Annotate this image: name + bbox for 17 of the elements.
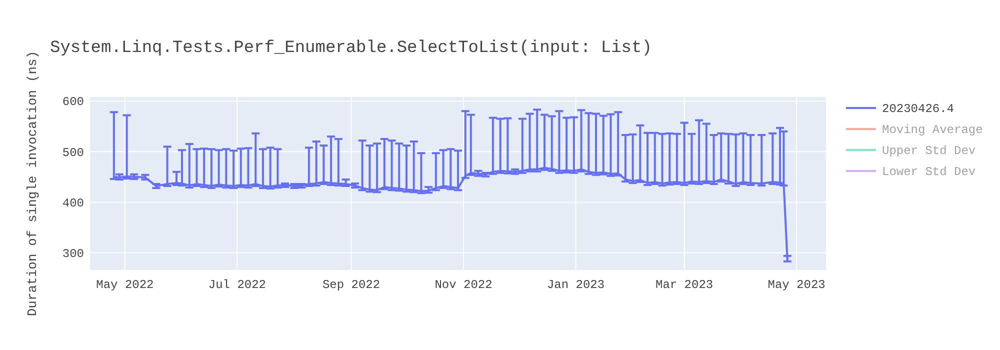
x-tick-label: May 2023 (768, 278, 826, 292)
x-tick-label: Nov 2022 (434, 278, 492, 292)
y-tick-label: 600 (62, 95, 84, 110)
x-tick-label: Sep 2022 (322, 278, 380, 292)
chart-title: System.Linq.Tests.Perf_Enumerable.SelectToList(input: List) (50, 39, 652, 58)
x-tick-label: Jan 2023 (546, 278, 605, 292)
y-tick-label: 500 (62, 146, 84, 160)
y-tick-label: 400 (62, 196, 84, 210)
x-tick-label: Mar 2023 (656, 278, 714, 292)
legend-label: Moving Average (882, 123, 983, 138)
x-tick-label: Jul 2022 (208, 278, 266, 292)
legend-label: Upper Std Dev (882, 144, 976, 158)
legend-label: 20230426.4 (882, 102, 954, 116)
y-tick-label: 300 (62, 247, 84, 261)
y-axis-title: Duration of single invocation (ns) (25, 50, 40, 316)
legend-label: Lower Std Dev (882, 165, 976, 180)
x-tick-label: May 2022 (96, 278, 154, 292)
